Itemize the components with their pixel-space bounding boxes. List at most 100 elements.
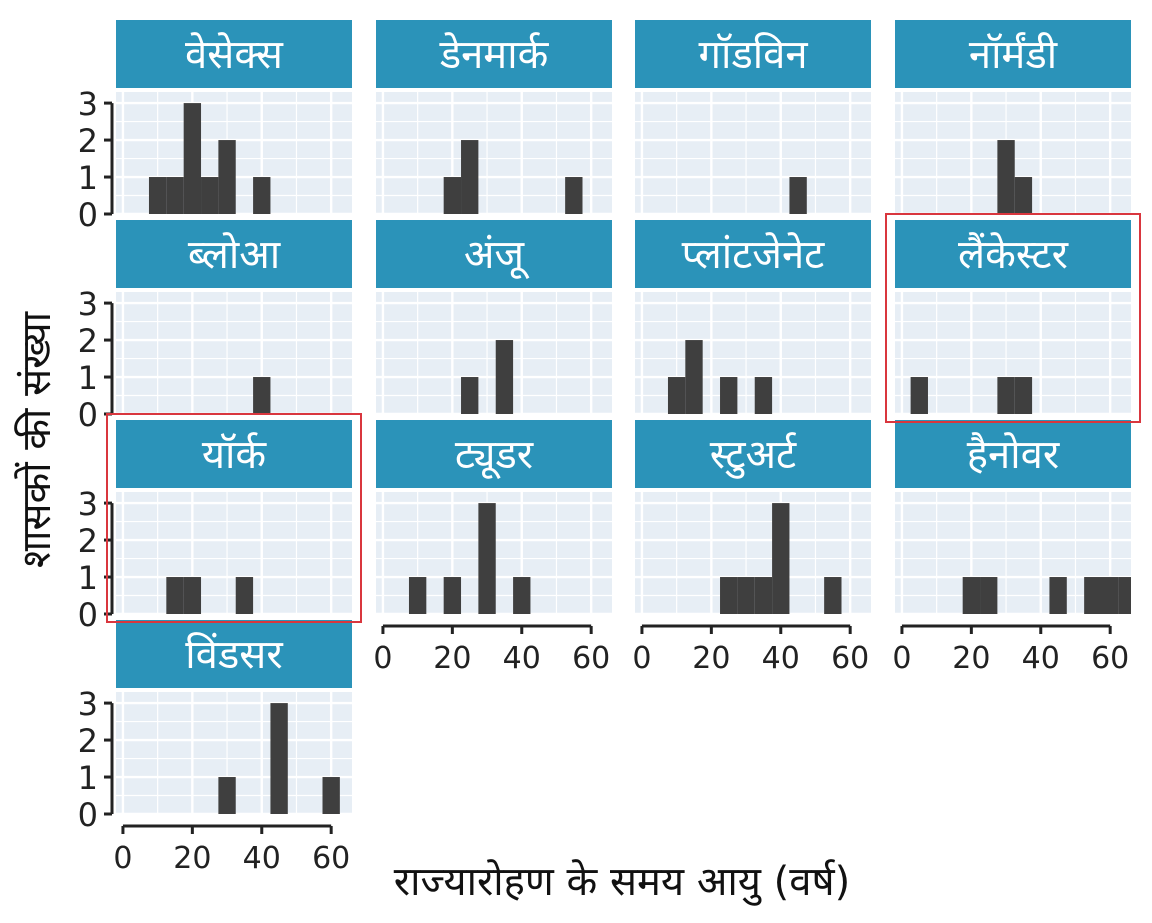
histogram-bar	[565, 177, 583, 214]
histogram-bar	[1118, 577, 1131, 614]
histogram-bar	[685, 340, 703, 414]
panel-background	[635, 92, 871, 214]
histogram-bar	[824, 577, 842, 614]
x-tick-label: 40	[243, 841, 281, 876]
y-tick-label: 2	[78, 322, 98, 360]
facet-strip	[895, 20, 1131, 88]
panel-background	[116, 292, 352, 414]
facet-label: ट्यूडर	[455, 432, 534, 479]
y-tick-label: 0	[78, 796, 98, 834]
y-tick-label: 0	[78, 196, 98, 234]
histogram-bar	[997, 140, 1015, 214]
x-tick-label: 0	[373, 641, 392, 676]
facet-panel: अंजू	[376, 220, 612, 416]
x-tick-label: 0	[113, 841, 132, 876]
facet-strip	[376, 20, 612, 88]
facet-label: नॉर्मंडी	[969, 32, 1058, 78]
histogram-bar	[166, 177, 184, 214]
facet-strip	[376, 220, 612, 288]
x-tick-label: 60	[572, 641, 610, 676]
y-tick-label: 3	[78, 85, 98, 123]
histogram-bar	[148, 177, 167, 214]
histogram-bar	[910, 377, 928, 414]
histogram-bar	[183, 103, 202, 214]
histogram-bar	[218, 140, 236, 214]
y-tick-label: 1	[78, 559, 98, 597]
x-tick-label: 0	[892, 641, 911, 676]
facet-panel: गॉडविन	[635, 20, 871, 216]
facet-strip	[635, 20, 871, 88]
y-axis-title: शासकों की संख्या	[14, 311, 60, 568]
x-axis-title: राज्यारोहण के समय आयु (वर्ष)	[394, 859, 850, 906]
histogram-bar	[1014, 177, 1033, 214]
facet-strip	[895, 220, 1131, 288]
x-tick-label: 20	[433, 641, 471, 676]
histogram-bar	[443, 177, 462, 214]
histogram-bar	[253, 177, 271, 214]
facet-panel: प्लांटजेनेट	[635, 220, 871, 416]
histogram-bar	[772, 503, 790, 614]
histogram-bar	[1101, 577, 1119, 614]
facet-label: डेनमार्क	[439, 32, 550, 78]
histogram-bar	[253, 377, 271, 414]
facet-label: गॉडविन	[698, 32, 808, 78]
histogram-bar	[166, 577, 184, 614]
x-tick-label: 40	[503, 641, 541, 676]
histogram-bar	[667, 377, 686, 414]
histogram-bar	[322, 777, 340, 814]
x-tick-label: 20	[952, 641, 990, 676]
facet-panel: डेनमार्क	[376, 20, 612, 216]
facet-strip	[116, 420, 352, 488]
y-tick-label: 3	[78, 485, 98, 523]
histogram-bar	[720, 577, 738, 614]
histogram-bar	[478, 503, 496, 614]
x-tick-label: 60	[831, 641, 869, 676]
y-tick-label: 3	[78, 685, 98, 723]
facet-strip	[895, 420, 1131, 488]
histogram-bar	[495, 340, 514, 414]
facet-panel: लैंकेस्टर	[895, 220, 1131, 416]
facet-strip	[376, 420, 612, 488]
y-tick-label: 0	[78, 596, 98, 634]
y-tick-label: 1	[78, 159, 98, 197]
facet-label: प्लांटजेनेट	[682, 232, 826, 278]
x-tick-label: 40	[1022, 641, 1060, 676]
histogram-bar	[737, 577, 755, 614]
facet-panel: विंडसर	[116, 620, 352, 816]
panels-layer: वेसेक्स डेनमार्क गॉडविन नॉर्मंडी ब्लोआ अंजू प्…	[116, 20, 1131, 816]
y-tick-label: 3	[78, 285, 98, 323]
histogram-bar	[218, 777, 236, 814]
y-tick-label: 2	[78, 722, 98, 760]
histogram-bar	[183, 577, 202, 614]
facet-label: लैंकेस्टर	[958, 232, 1069, 278]
histogram-bar	[962, 577, 981, 614]
x-tick-label: 40	[762, 641, 800, 676]
facet-panel: वेसेक्स	[116, 20, 352, 216]
facet-strip	[116, 620, 352, 688]
facet-label: विंडसर	[185, 632, 283, 678]
facet-label: वेसेक्स	[185, 32, 284, 78]
y-tick-label: 1	[78, 759, 98, 797]
histogram-bar	[997, 377, 1015, 414]
facet-label: हैनोवर	[967, 432, 1060, 478]
histogram-bar	[461, 140, 479, 214]
y-tick-label: 1	[78, 359, 98, 397]
facet-label: यॉर्क	[202, 432, 268, 478]
facet-strip	[116, 220, 352, 288]
facet-panel: नॉर्मंडी	[895, 20, 1131, 216]
facet-panel: ट्यूडर	[376, 420, 612, 616]
histogram-bar	[270, 703, 288, 814]
x-tick-label: 20	[692, 641, 730, 676]
x-tick-label: 0	[632, 641, 651, 676]
y-tick-label: 2	[78, 122, 98, 160]
histogram-bar	[1014, 377, 1033, 414]
facet-label: ब्लोआ	[188, 232, 281, 278]
histogram-bar	[235, 577, 254, 614]
facet-strip	[635, 420, 871, 488]
facet-panel: हैनोवर	[895, 420, 1131, 616]
facet-strip	[116, 20, 352, 88]
histogram-bar	[789, 177, 807, 214]
x-tick-label: 60	[312, 841, 350, 876]
